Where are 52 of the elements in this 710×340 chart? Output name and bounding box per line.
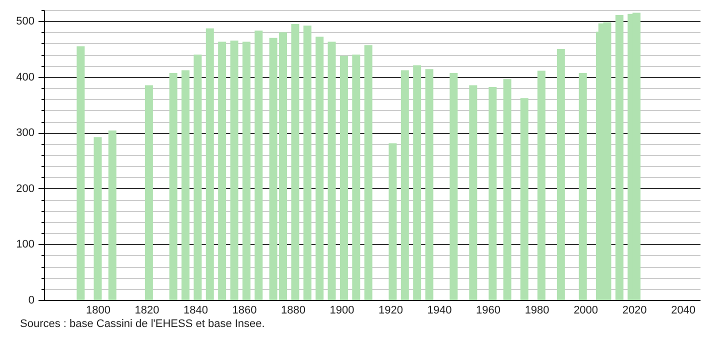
- x-tick-label: 1800: [86, 304, 110, 316]
- bar: [94, 137, 102, 300]
- bar: [230, 40, 238, 300]
- bar: [194, 54, 202, 300]
- bar: [76, 46, 85, 300]
- y-tick-label: 400: [16, 71, 34, 84]
- x-tick-label: 1920: [378, 304, 404, 316]
- bar: [364, 45, 372, 300]
- bar: [328, 42, 336, 300]
- bar: [615, 15, 624, 300]
- y-tick-label: 0: [28, 294, 34, 306]
- bar: [469, 85, 478, 300]
- bar: [316, 36, 324, 300]
- x-tick-label: 1880: [281, 304, 306, 316]
- bar: [425, 69, 434, 300]
- bar: [291, 24, 300, 300]
- bar: [352, 54, 360, 300]
- bar: [218, 42, 226, 300]
- y-tick-label: 300: [16, 127, 34, 140]
- bar: [303, 26, 312, 300]
- bar: [206, 28, 214, 300]
- x-tick-label: 1940: [427, 304, 452, 316]
- bar: [254, 30, 263, 300]
- bar: [556, 49, 565, 300]
- source-note: Sources : base Cassini de l'EHESS et base Insee.: [20, 318, 265, 330]
- bar: [520, 98, 528, 300]
- y-tick-label: 500: [16, 16, 34, 28]
- x-tick-label: 2000: [574, 304, 598, 316]
- bar: [413, 65, 422, 300]
- bar: [182, 70, 190, 300]
- x-tick-label: 1840: [184, 304, 208, 316]
- x-tick-label: 2040: [671, 304, 696, 316]
- x-tick-label: 1960: [476, 304, 501, 316]
- x-tick-label: 2020: [622, 304, 647, 316]
- y-tick-label: 100: [16, 238, 34, 251]
- bar: [400, 70, 409, 300]
- x-tick-label: 1820: [134, 304, 160, 316]
- bar: [450, 73, 458, 300]
- y-tick-label: 200: [16, 182, 34, 195]
- bar: [537, 70, 546, 300]
- x-tick-label: 1900: [330, 304, 354, 316]
- x-tick-label: 1980: [524, 304, 550, 316]
- bar: [388, 143, 397, 300]
- x-tick-label: 1860: [232, 304, 257, 316]
- bar: [242, 42, 250, 300]
- bar: [108, 130, 116, 300]
- bar: [340, 56, 348, 300]
- bar: [144, 85, 153, 300]
- bar: [578, 73, 587, 300]
- bar: [488, 86, 497, 300]
- bar: [169, 73, 178, 300]
- bar: [503, 79, 512, 300]
